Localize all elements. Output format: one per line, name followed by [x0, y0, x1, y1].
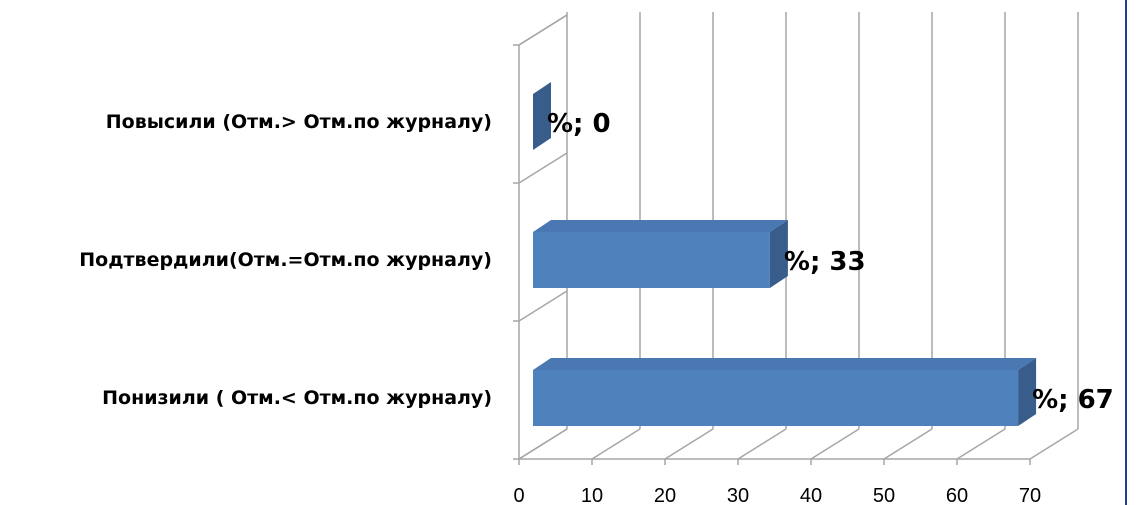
bar-layer: [533, 82, 1037, 426]
floor-gridline: [591, 428, 641, 460]
x-tick-label: 70: [1019, 485, 1041, 505]
side-wall-divider: [518, 428, 568, 460]
floor-gridline: [956, 428, 1006, 460]
category-label: Повысили (Отм.> Отм.по журналу): [106, 111, 492, 133]
bar-side-face: [1018, 358, 1037, 426]
label-layer: 0 10 20 30 40 50 60 70 %; 0 Повысили (Отм.> Отм.п…: [79, 109, 1114, 505]
side-wall-divider: [518, 14, 568, 46]
floor-gridline: [1029, 428, 1079, 460]
bar: [533, 232, 770, 288]
x-tick-label: 10: [581, 485, 603, 505]
category-label: Понизили ( Отм.< Отм.по журналу): [102, 387, 492, 409]
x-tick-label: 20: [654, 485, 676, 505]
side-wall-divider: [518, 152, 568, 184]
floor-gridline: [883, 428, 933, 460]
side-wall-divider: [518, 290, 568, 322]
data-label: %; 0: [547, 109, 611, 139]
bar-top-face: [533, 358, 1037, 370]
bar-side-face: [533, 82, 551, 150]
floor-gridline: [810, 428, 860, 460]
x-tick-label: 40: [800, 485, 822, 505]
floor-gridline: [664, 428, 714, 460]
bar: [533, 370, 1019, 426]
bar-side-face: [769, 220, 788, 288]
data-label: %; 67: [1032, 385, 1114, 415]
floor-gridline: [737, 428, 787, 460]
x-tick-label: 0: [513, 485, 524, 505]
category-label: Подтвердили(Отм.=Отм.по журналу): [79, 249, 492, 271]
x-tick-label: 60: [946, 485, 968, 505]
x-tick-label: 30: [727, 485, 749, 505]
x-tick-label: 50: [873, 485, 895, 505]
axis-layer: [513, 14, 1031, 465]
data-label: %; 33: [784, 247, 866, 277]
bar-top-face: [533, 220, 788, 232]
